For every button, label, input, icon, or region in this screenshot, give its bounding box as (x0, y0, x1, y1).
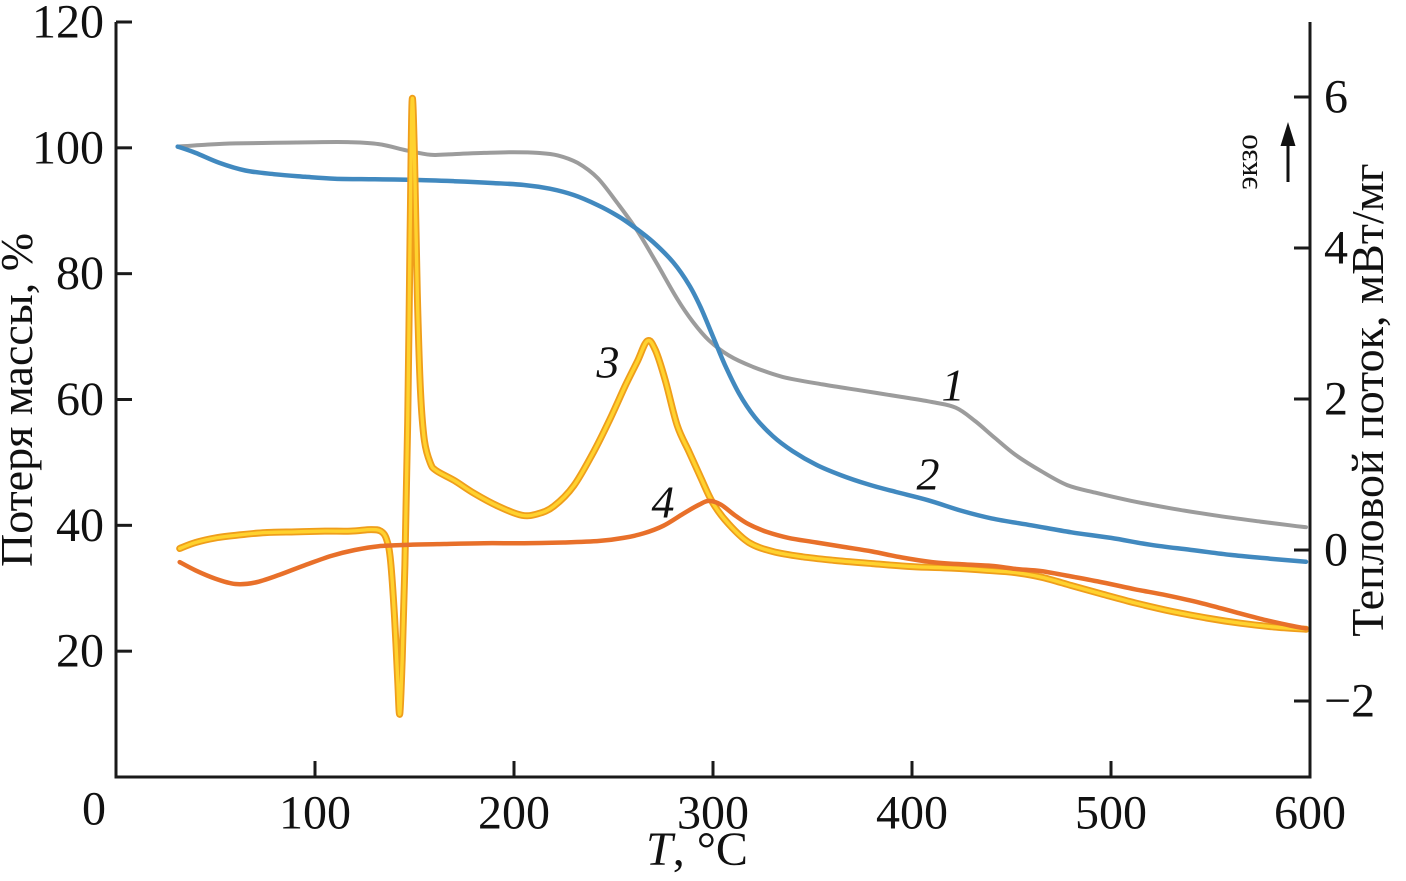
x-tick-label-200: 200 (478, 787, 550, 840)
x-tick-label-300: 300 (677, 787, 749, 840)
y-left-tick-label-20: 20 (56, 625, 104, 678)
axes-layer (114, 22, 1312, 779)
x-axis-unit: , °C (673, 823, 748, 876)
origin-tick-label: 0 (82, 783, 106, 836)
y-left-tick-label-60: 60 (56, 373, 104, 426)
exo-arrow-icon (1280, 122, 1296, 182)
x-axis-symbol: T (646, 823, 676, 876)
axis-frame (114, 22, 1312, 779)
curve-1 (175, 140, 1308, 530)
y-right-tick-label-4: 4 (1324, 222, 1348, 275)
curve-4 (177, 498, 1309, 631)
tick-marks-layer (114, 20, 1312, 777)
x-tick-label-600: 600 (1274, 787, 1346, 840)
curve-label-3: 3 (596, 337, 620, 388)
curve-labels-layer: 12 3 4 (596, 337, 965, 528)
y-left-tick-label-80: 80 (56, 247, 104, 300)
y-left-axis-title: Потеря массы, % (0, 233, 42, 567)
x-tick-label-100: 100 (279, 787, 351, 840)
y-right-tick-label-0: 0 (1324, 524, 1348, 577)
x-axis-title: T, °C (646, 823, 748, 876)
y-left-tick-label-100: 100 (32, 121, 104, 174)
y-right-tick-label--2: −2 (1324, 675, 1375, 728)
y-left-tick-label-40: 40 (56, 499, 104, 552)
x-tick-label-400: 400 (876, 787, 948, 840)
curve-2 (175, 144, 1309, 565)
curve-label-4: 4 (652, 477, 675, 528)
y-left-tick-label-120: 120 (32, 0, 104, 49)
exo-label: экзо (1229, 134, 1264, 190)
curve-label-2: 2 (917, 449, 940, 500)
curve-3 (178, 96, 1308, 716)
curve-label-1: 1 (942, 360, 965, 411)
y-right-tick-label-6: 6 (1324, 71, 1348, 124)
y-right-axis-title: Тепловой поток, мВт/мг (1342, 163, 1393, 636)
curves-layer (175, 94, 1310, 718)
curve-3-rim (176, 94, 1310, 718)
y-right-tick-label-2: 2 (1324, 373, 1348, 426)
x-tick-label-500: 500 (1075, 787, 1147, 840)
